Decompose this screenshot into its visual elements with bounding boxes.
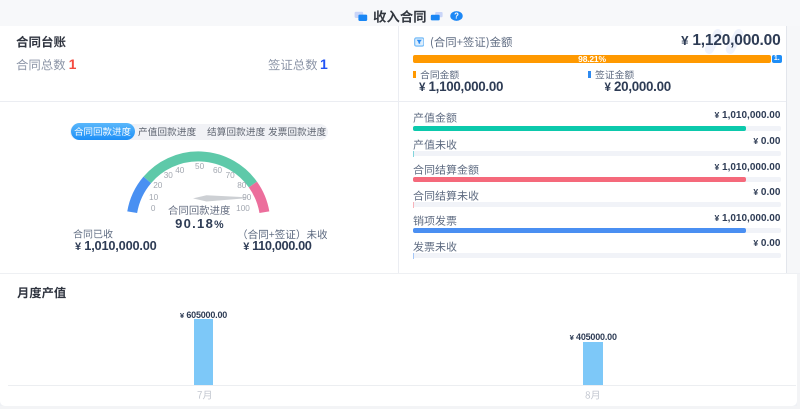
svg-text:?: ?	[454, 11, 459, 20]
